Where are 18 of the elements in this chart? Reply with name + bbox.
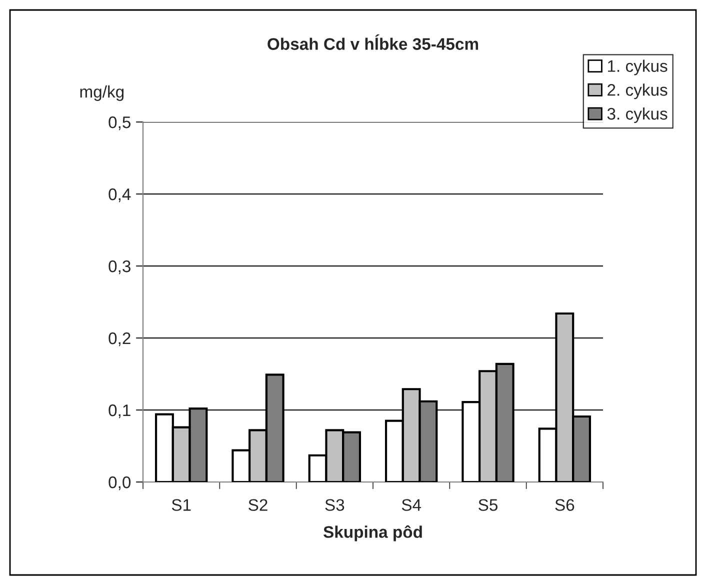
legend-label: 2. cykus bbox=[608, 84, 668, 100]
y-tick-label: 0,4 bbox=[108, 188, 131, 202]
chart-title: Obsah Cd v hĺbke 35-45cm bbox=[268, 34, 478, 50]
y-tick-label: 0,1 bbox=[108, 404, 130, 418]
legend-label: 3. cykus bbox=[607, 107, 668, 124]
x-tick-label: S6 bbox=[555, 499, 574, 511]
legend-label: 1. cykus bbox=[608, 60, 668, 76]
x-tick-label: S3 bbox=[325, 499, 344, 511]
x-tick-label: S1 bbox=[172, 499, 191, 511]
x-axis-title: Skupina pôd bbox=[323, 525, 422, 542]
y-tick-label: 0,5 bbox=[108, 116, 130, 130]
y-tick-label: 0,3 bbox=[108, 260, 130, 274]
x-tick-label: S5 bbox=[478, 499, 498, 511]
x-tick-label: S2 bbox=[248, 499, 268, 511]
x-tick-label: S4 bbox=[402, 499, 422, 511]
y-tick-label: 0,2 bbox=[108, 332, 130, 346]
y-tick-label: 0,0 bbox=[108, 476, 131, 490]
y-axis-title: mg/kg bbox=[80, 85, 124, 101]
